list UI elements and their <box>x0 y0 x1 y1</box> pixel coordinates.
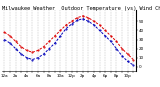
Text: Milwaukee Weather  Outdoor Temperature (vs) Wind Chill (Last 24 Hours): Milwaukee Weather Outdoor Temperature (v… <box>2 6 160 11</box>
